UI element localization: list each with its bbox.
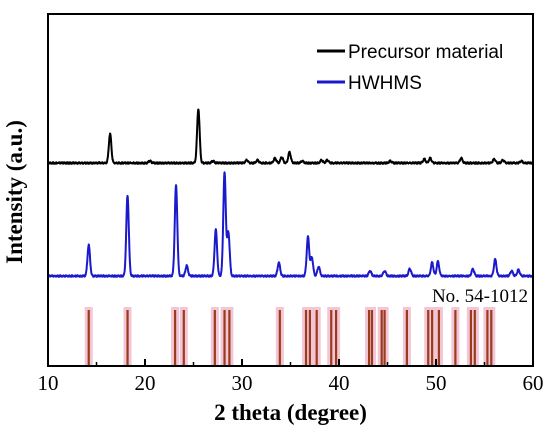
legend: Precursor material HWHMS bbox=[317, 42, 503, 94]
reference-card-label: No. 54-1012 bbox=[432, 286, 528, 307]
y-axis-title: Intensity (a.u.) bbox=[2, 120, 27, 264]
reference-line bbox=[308, 310, 311, 365]
x-tick-label: 20 bbox=[135, 371, 156, 395]
reference-line bbox=[383, 310, 386, 365]
precursor-curve bbox=[47, 108, 534, 165]
reference-line bbox=[182, 310, 185, 365]
reference-line bbox=[213, 310, 216, 365]
reference-pattern-lines bbox=[87, 310, 493, 365]
hwhms-curve bbox=[47, 171, 534, 278]
reference-line bbox=[278, 310, 281, 365]
reference-line bbox=[473, 310, 476, 365]
reference-line bbox=[87, 310, 90, 365]
reference-line bbox=[315, 310, 318, 365]
reference-line bbox=[370, 310, 374, 365]
reference-line bbox=[427, 310, 430, 365]
reference-line bbox=[431, 310, 434, 365]
series-curves bbox=[47, 108, 534, 278]
reference-line bbox=[486, 310, 489, 365]
reference-line bbox=[173, 310, 177, 365]
reference-pattern-bands bbox=[84, 307, 496, 366]
plot-frame bbox=[47, 13, 534, 367]
reference-line bbox=[330, 310, 333, 365]
reference-line bbox=[126, 310, 129, 365]
x-axis-title: 2 theta (degree) bbox=[214, 400, 367, 425]
legend-label-hwhms: HWHMS bbox=[348, 73, 422, 94]
reference-line bbox=[304, 310, 308, 365]
reference-line bbox=[380, 310, 383, 365]
x-tick-label: 50 bbox=[426, 371, 447, 395]
reference-line bbox=[367, 310, 371, 365]
x-tick-label: 30 bbox=[232, 371, 253, 395]
x-tick-label: 60 bbox=[523, 371, 544, 395]
x-axis-ticks: 10 20 30 40 50 60 bbox=[38, 359, 544, 395]
reference-line bbox=[228, 310, 231, 365]
reference-line bbox=[490, 310, 493, 365]
reference-line bbox=[469, 310, 473, 365]
reference-line bbox=[454, 310, 457, 365]
reference-line bbox=[405, 310, 408, 365]
reference-line bbox=[223, 310, 226, 365]
x-tick-label: 10 bbox=[38, 371, 59, 395]
legend-label-precursor: Precursor material bbox=[348, 42, 503, 63]
x-tick-label: 40 bbox=[329, 371, 350, 395]
reference-line bbox=[437, 310, 441, 365]
reference-line bbox=[334, 310, 338, 365]
